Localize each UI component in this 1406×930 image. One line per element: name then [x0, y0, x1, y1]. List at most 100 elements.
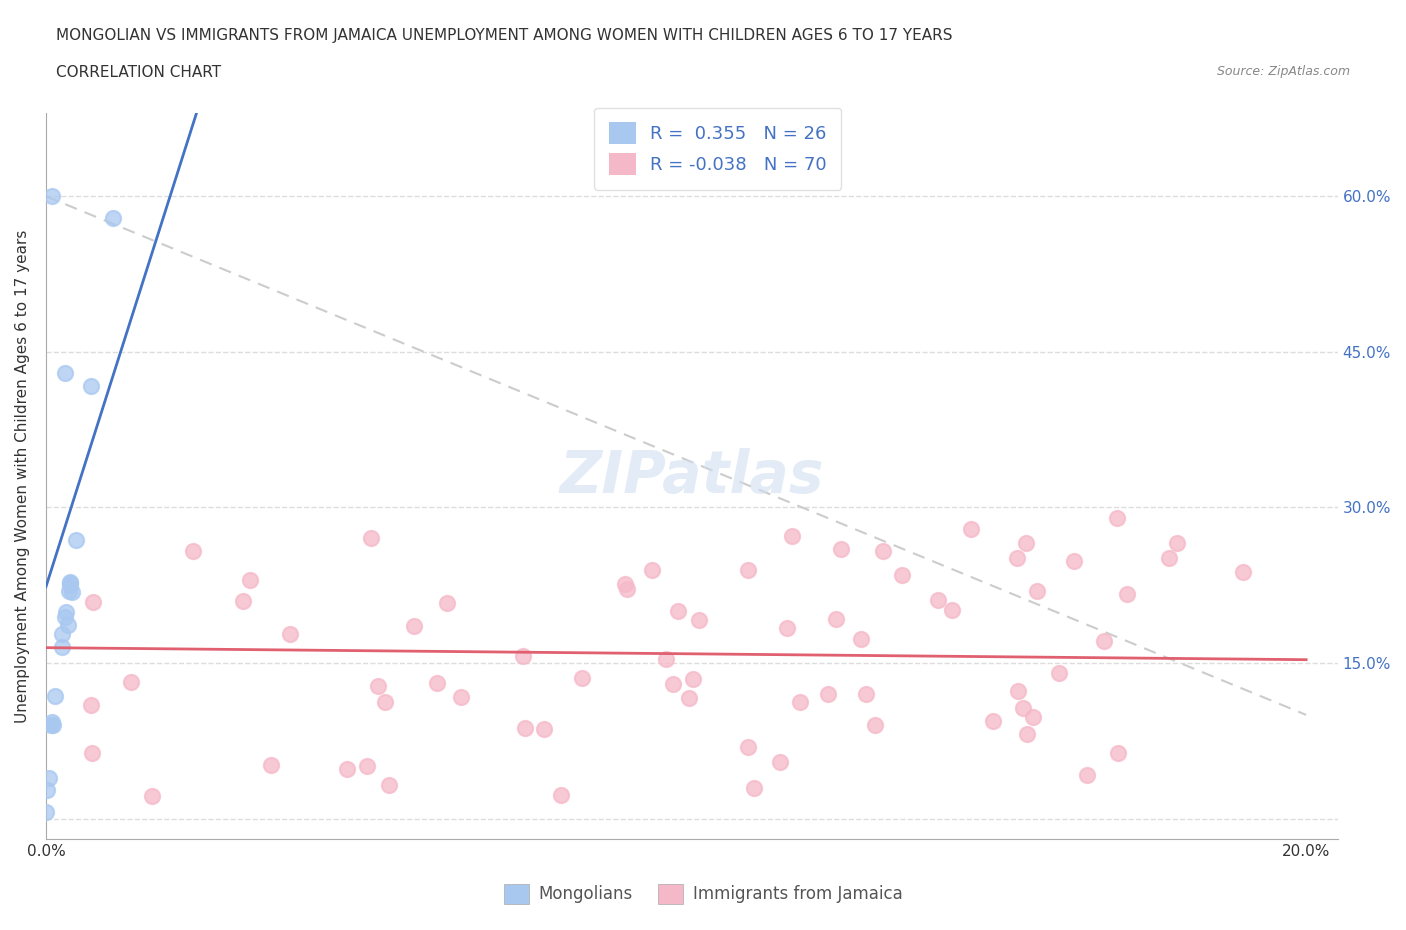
Point	[51, 640, 73, 655]
Point	[782, 528, 804, 543]
Point	[42, 718, 65, 733]
Point	[1025, 584, 1047, 599]
Point	[789, 695, 811, 710]
Point	[378, 777, 401, 792]
Point	[533, 722, 555, 737]
Point	[232, 593, 254, 608]
Point	[356, 759, 378, 774]
Point	[39, 717, 62, 732]
Point	[855, 686, 877, 701]
Point	[863, 718, 886, 733]
Point	[1166, 536, 1188, 551]
Point	[181, 544, 204, 559]
Point	[59, 576, 82, 591]
Point	[450, 690, 472, 705]
Point	[426, 676, 449, 691]
Point	[56, 618, 79, 632]
Text: ZIPatlas: ZIPatlas	[560, 448, 824, 505]
Point	[118, 67, 141, 82]
Point	[1092, 633, 1115, 648]
Point	[239, 573, 262, 588]
Point	[1063, 553, 1085, 568]
Point	[60, 584, 83, 599]
Point	[981, 714, 1004, 729]
Point	[141, 789, 163, 804]
Point	[1232, 565, 1254, 579]
Point	[278, 627, 301, 642]
Legend: Mongolians, Immigrants from Jamaica: Mongolians, Immigrants from Jamaica	[495, 875, 911, 912]
Point	[360, 531, 382, 546]
Point	[51, 627, 73, 642]
Point	[641, 563, 664, 578]
Point	[41, 189, 63, 204]
Point	[769, 754, 792, 769]
Y-axis label: Unemployment Among Women with Children Ages 6 to 17 years: Unemployment Among Women with Children A…	[15, 230, 30, 723]
Point	[571, 671, 593, 685]
Point	[737, 739, 759, 754]
Point	[336, 762, 359, 777]
Point	[38, 770, 60, 785]
Point	[53, 365, 76, 380]
Point	[53, 609, 76, 624]
Point	[1021, 710, 1043, 724]
Point	[58, 583, 80, 598]
Point	[59, 574, 82, 589]
Text: Source: ZipAtlas.com: Source: ZipAtlas.com	[1216, 65, 1350, 78]
Point	[742, 781, 765, 796]
Point	[927, 592, 949, 607]
Point	[436, 595, 458, 610]
Point	[655, 652, 678, 667]
Point	[1007, 684, 1029, 698]
Point	[682, 671, 704, 686]
Point	[872, 543, 894, 558]
Point	[65, 532, 87, 547]
Point	[1047, 666, 1070, 681]
Text: MONGOLIAN VS IMMIGRANTS FROM JAMAICA UNEMPLOYMENT AMONG WOMEN WITH CHILDREN AGES: MONGOLIAN VS IMMIGRANTS FROM JAMAICA UNE…	[56, 28, 953, 43]
Point	[80, 379, 103, 393]
Point	[1005, 551, 1028, 565]
Point	[1107, 511, 1129, 525]
Point	[58, 578, 80, 592]
Point	[101, 210, 124, 225]
Point	[817, 686, 839, 701]
Point	[941, 603, 963, 618]
Point	[374, 695, 396, 710]
Point	[666, 604, 689, 618]
Point	[82, 746, 104, 761]
Point	[41, 714, 63, 729]
Point	[1107, 746, 1129, 761]
Point	[891, 568, 914, 583]
Point	[402, 618, 425, 633]
Point	[688, 613, 710, 628]
Point	[678, 690, 700, 705]
Point	[82, 594, 104, 609]
Point	[44, 688, 66, 703]
Point	[1015, 536, 1038, 551]
Point	[616, 582, 638, 597]
Point	[960, 522, 983, 537]
Point	[1012, 701, 1035, 716]
Point	[35, 783, 58, 798]
Legend: R =  0.355   N = 26, R = -0.038   N = 70: R = 0.355 N = 26, R = -0.038 N = 70	[595, 108, 841, 190]
Point	[776, 620, 799, 635]
Point	[367, 678, 389, 693]
Point	[1076, 767, 1098, 782]
Point	[1017, 726, 1039, 741]
Point	[550, 788, 572, 803]
Point	[513, 721, 536, 736]
Point	[1159, 550, 1181, 565]
Text: CORRELATION CHART: CORRELATION CHART	[56, 65, 221, 80]
Point	[662, 676, 685, 691]
Point	[825, 612, 848, 627]
Point	[260, 758, 283, 773]
Point	[849, 632, 872, 647]
Point	[1115, 587, 1137, 602]
Point	[737, 563, 759, 578]
Point	[613, 577, 636, 591]
Point	[120, 675, 142, 690]
Point	[512, 648, 534, 663]
Point	[55, 604, 77, 619]
Point	[35, 804, 58, 819]
Point	[80, 698, 103, 712]
Point	[830, 541, 852, 556]
